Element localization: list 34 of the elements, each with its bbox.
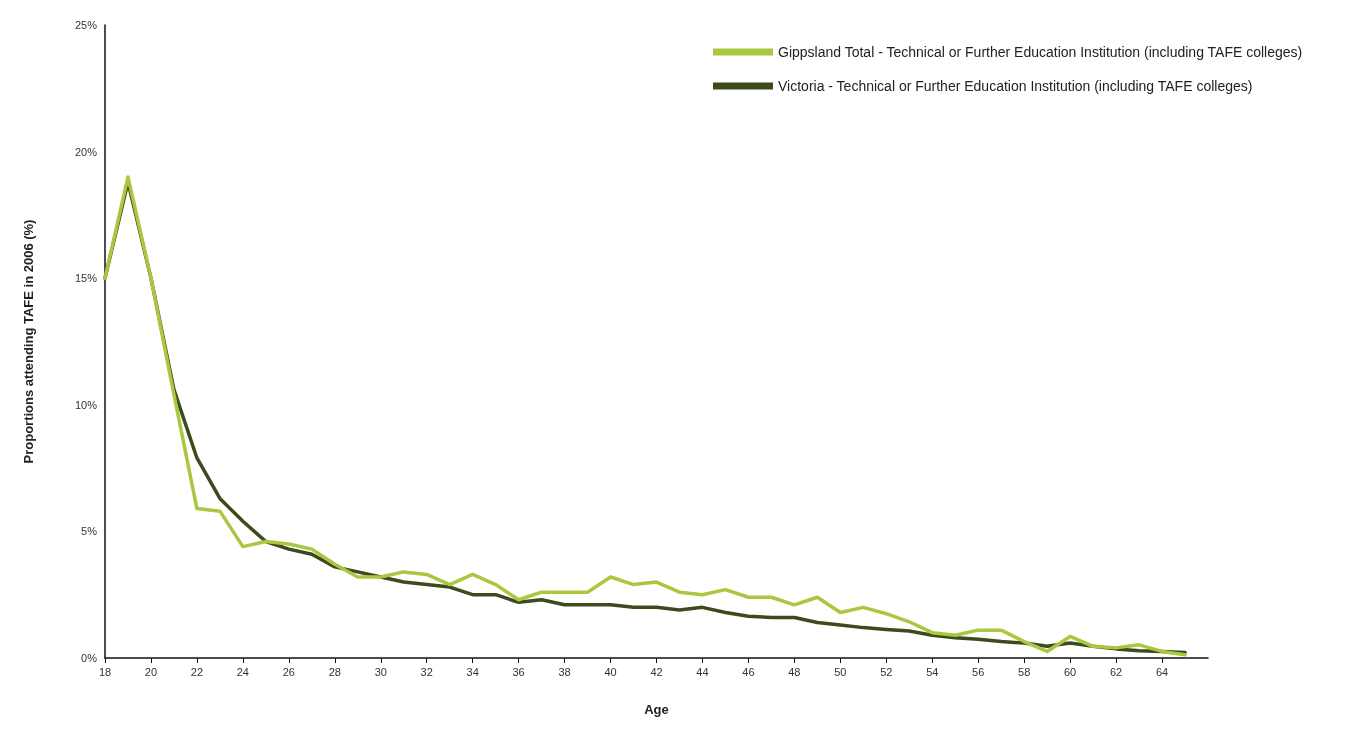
x-tick-label: 40 <box>604 665 617 678</box>
x-tick-label: 64 <box>1155 665 1169 678</box>
x-tick-label: 20 <box>144 665 158 678</box>
x-tick-label: 50 <box>834 665 847 678</box>
x-tick-label: 42 <box>650 665 663 678</box>
x-tick-label: 36 <box>512 665 525 678</box>
legend-label: Victoria - Technical or Further Education Institution (including TAFE colleges) <box>778 78 1253 94</box>
x-tick-label: 32 <box>420 665 433 678</box>
x-tick-label: 52 <box>880 665 893 678</box>
x-tick-label: 26 <box>282 665 295 678</box>
y-axis-title: Proportions attending TAFE in 2006 (%) <box>21 219 36 464</box>
x-tick-label: 34 <box>466 665 479 678</box>
x-tick-label: 56 <box>972 665 985 678</box>
x-tick-label: 60 <box>1064 665 1077 678</box>
x-tick-label: 46 <box>742 665 755 678</box>
x-tick-label: 24 <box>236 665 249 678</box>
legend-label: Gippsland Total - Technical or Further Education Institution (including TAFE colleges) <box>778 44 1303 60</box>
x-tick-label: 38 <box>558 665 571 678</box>
x-tick-label: 54 <box>926 665 939 678</box>
y-tick-label: 5% <box>81 525 98 538</box>
x-tick-label: 58 <box>1018 665 1031 678</box>
y-tick-label: 25% <box>74 19 98 31</box>
x-tick-label: 22 <box>190 665 204 678</box>
x-tick-label: 62 <box>1109 665 1123 678</box>
x-tick-label: 28 <box>328 665 341 678</box>
y-tick-label: 20% <box>74 145 98 158</box>
y-tick-label: 0% <box>81 652 98 664</box>
x-tick-label: 48 <box>788 665 801 678</box>
x-tick-label: 44 <box>696 665 709 678</box>
y-tick-label: 10% <box>74 398 98 411</box>
x-tick-label: 30 <box>374 665 387 678</box>
x-tick-label: 18 <box>98 665 112 678</box>
y-tick-label: 15% <box>74 272 98 285</box>
x-axis-title: Age <box>644 702 669 717</box>
